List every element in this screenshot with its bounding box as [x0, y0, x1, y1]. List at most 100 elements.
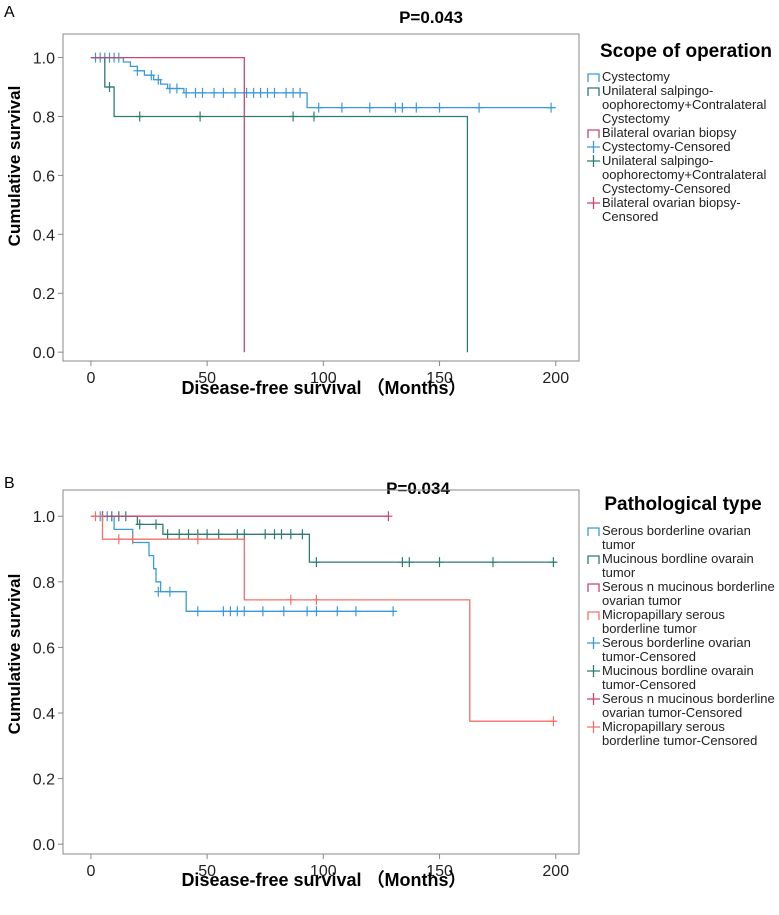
panel-b-censor-mark-serous-borderline-ovarian-tumor-4: [193, 606, 202, 617]
panel-b-censor-mark-mucinous-bordline-ovarain-tumor-11: [214, 529, 223, 540]
panel-b-censor-mark-serous-borderline-ovarian-tumor-6: [226, 606, 235, 617]
panel-b-censor-mark-mucinous-bordline-ovarain-tumor-7: [175, 529, 184, 540]
panel-b-series-micropapillary-serous-borderline-tumor: [90, 515, 556, 722]
panel-a-legend-items: Cystectomy Unilateral salpingo-oophorecto…: [587, 70, 775, 224]
panel-b-censor-mark-serous-borderline-ovarian-tumor-2: [154, 586, 163, 597]
panel-a-censor-mark-cystectomy-25: [314, 102, 323, 113]
panel-b-censor-mark-mucinous-bordline-ovarain-tumor-17: [286, 529, 295, 540]
panel-b-censor-mark-mucinous-bordline-ovarain-tumor-14: [261, 529, 270, 540]
panel-a-y-tick-0.0: 0.0: [33, 345, 55, 362]
panel-a-y-tick-0.4: 0.4: [33, 227, 55, 244]
panel-a-legend-item-5: Bilateral ovarian biopsy-Censored: [587, 196, 775, 224]
panel-b-censor-mark-micropapillary-serous-borderline-tumor-2: [128, 534, 137, 545]
panel-b-letter: B: [4, 475, 15, 492]
panel-b-censor-mark-serous-borderline-ovarian-tumor-8: [240, 606, 249, 617]
panel-a-x-axis-label: Disease-free survival （Months）: [181, 378, 466, 398]
panel-b-censor-mark-mucinous-bordline-ovarain-tumor-5: [152, 519, 160, 530]
panel-a-censor-mark-cystectomy-14: [210, 87, 219, 98]
panel-a-legend-item-2: Bilateral ovarian biopsy: [587, 126, 775, 140]
panel-b-y-tick-0.0: 0.0: [33, 837, 55, 854]
panel-b-censor-mark-mucinous-bordline-ovarain-tumor-12: [233, 529, 242, 540]
panel-b-censor-mark-micropapillary-serous-borderline-tumor-1: [114, 534, 123, 545]
panel-b-censor-mark-serous-borderline-ovarian-tumor-10: [279, 606, 288, 617]
panel-b-legend-label-7: Micropapillary serous borderline tumor-C…: [602, 719, 758, 748]
panel-a-censor-mark-cystectomy-7: [147, 70, 156, 81]
panel-b-censor-mark-mucinous-bordline-ovarain-tumor-15: [270, 529, 279, 540]
panel-a-censor-mark-cystectomy-8: [154, 74, 163, 85]
panel-a-censor-mark-cystectomy-12: [191, 87, 200, 98]
censor-cross-icon: [587, 693, 600, 705]
panel-b-censor-mark-serous-borderline-ovarian-tumor-15: [389, 606, 398, 617]
panel-a-censor-mark-cystectomy-15: [219, 87, 228, 98]
panel-b-y-tick-0.4: 0.4: [33, 706, 55, 723]
panel-b-legend-item-2: Serous n mucinous borderline ovarian tum…: [587, 580, 779, 608]
panel-a-censor-mark-unilateral-salpingo-oophorectomy-contralateral-cystectomy-0: [105, 82, 114, 92]
panel-b-censor-mark-mucinous-bordline-ovarain-tumor-4: [135, 519, 144, 530]
panel-a-legend-title: Scope of operation: [599, 41, 773, 62]
panel-a-censor-mark-unilateral-salpingo-oophorectomy-contralateral-cystectomy-3: [289, 111, 298, 122]
panel-a-legend-label-2: Bilateral ovarian biopsy: [602, 125, 737, 140]
panel-b-x-axis-label: Disease-free survival （Months）: [181, 870, 466, 890]
panel-b-censor-mark-serous-n-mucinous-borderline-ovarian-tumor-1: [384, 511, 393, 522]
panel-a-censor-mark-cystectomy-29: [398, 102, 407, 113]
panel-a-censor-mark-cystectomy-21: [270, 87, 279, 98]
panel-b-censor-mark-serous-borderline-ovarian-tumor-5: [219, 606, 228, 617]
panel-b-legend-title: Pathological type: [604, 494, 762, 515]
panel-b-x-tick-50: 50: [198, 863, 216, 880]
panel-a-legend-label-4: Unilateral salpingo-oophorectomy+Contral…: [602, 153, 767, 196]
panel-a-censor-mark-cystectomy-10: [172, 83, 181, 94]
panel-a-letter: A: [4, 4, 15, 21]
panel-a-censor-mark-cystectomy-24: [296, 87, 305, 98]
panel-a-series-unilateral-salpingo-oophorectomy-contralateral-cystectomy: [90, 56, 469, 353]
censor-cross-icon: [587, 721, 600, 733]
panel-b-censor-mark-mucinous-bordline-ovarain-tumor-20: [398, 557, 407, 568]
panel-a-y-tick-1.0: 1.0: [33, 51, 55, 68]
panel-a-censor-mark-cystectomy-27: [365, 102, 374, 113]
panel-a-censor-mark-cystectomy-32: [475, 102, 484, 113]
panel-a-x-tick-50: 50: [198, 370, 216, 387]
panel-a-censor-mark-cystectomy-31: [435, 102, 444, 113]
panel-b-legend-label-1: Mucinous bordline ovarain tumor: [602, 551, 754, 580]
step-line-icon: [587, 611, 600, 620]
step-line-icon: [587, 129, 600, 138]
panel-b-legend-item-1: Mucinous bordline ovarain tumor: [587, 552, 779, 580]
panel-a-legend-label-5: Bilateral ovarian biopsy-Censored: [602, 195, 741, 224]
panel-b-series-serous-borderline-ovarian-tumor: [90, 515, 396, 612]
panel-b-censor-mark-mucinous-bordline-ovarain-tumor-16: [277, 529, 286, 540]
panel-b-y-tick-1.0: 1.0: [33, 509, 55, 526]
panel-a-plot-frame: [62, 33, 580, 362]
panel-a-censor-mark-unilateral-salpingo-oophorectomy-contralateral-cystectomy-2: [196, 111, 205, 122]
censor-cross-icon: [587, 141, 600, 153]
panel-a-censor-mark-cystectomy-19: [256, 87, 265, 98]
panel-a-censor-mark-unilateral-salpingo-oophorectomy-contralateral-cystectomy-1: [135, 111, 144, 122]
step-line-icon: [587, 583, 600, 592]
panel-b-legend-item-3: Micropapillary serous borderline tumor: [587, 608, 779, 636]
panel-a-censor-mark-cystectomy-30: [412, 102, 421, 113]
panel-b-censor-mark-serous-borderline-ovarian-tumor-3: [165, 586, 174, 597]
panel-b-censor-mark-mucinous-bordline-ovarain-tumor-18: [298, 529, 307, 540]
panel-b-censor-mark-mucinous-bordline-ovarain-tumor-19: [312, 557, 321, 568]
panel-b-x-tick-0: 0: [86, 863, 95, 880]
panel-b-censor-mark-micropapillary-serous-borderline-tumor-6: [549, 716, 558, 727]
panel-b-series-mucinous-bordline-ovarain-tumor: [90, 515, 556, 563]
censor-cross-icon: [587, 637, 600, 649]
panel-b-x-tick-150: 150: [426, 863, 453, 880]
panel-a-legend: Scope of operation Cystectomy Unilateral …: [587, 41, 775, 224]
panel-b-legend-label-5: Mucinous bordline ovarain tumor-Censored: [602, 663, 754, 692]
panel-b-censor-mark-micropapillary-serous-borderline-tumor-3: [193, 534, 202, 545]
panel-b-legend-items: Serous borderline ovarian tumor Mucinous …: [587, 524, 779, 748]
panel-a-censor-mark-cystectomy-23: [289, 87, 298, 98]
panel-b-x-tick-200: 200: [542, 863, 569, 880]
panel-a-censor-mark-cystectomy-16: [231, 87, 239, 98]
panel-b-y-tick-0.6: 0.6: [33, 640, 55, 657]
panel-a-censor-mark-cystectomy-28: [391, 102, 400, 113]
panel-b-legend-item-4: Serous borderline ovarian tumor-Censored: [587, 636, 779, 664]
panel-a-series-cystectomy: [90, 56, 556, 109]
panel-b-censor-mark-serous-borderline-ovarian-tumor-7: [233, 606, 242, 617]
panel-a-censor-mark-cystectomy-26: [337, 102, 346, 113]
panel-a-x-tick-100: 100: [310, 370, 337, 387]
panel-b-censor-mark-mucinous-bordline-ovarain-tumor-21: [405, 557, 414, 568]
censor-cross-icon: [587, 155, 600, 167]
step-line-icon: [587, 73, 600, 82]
